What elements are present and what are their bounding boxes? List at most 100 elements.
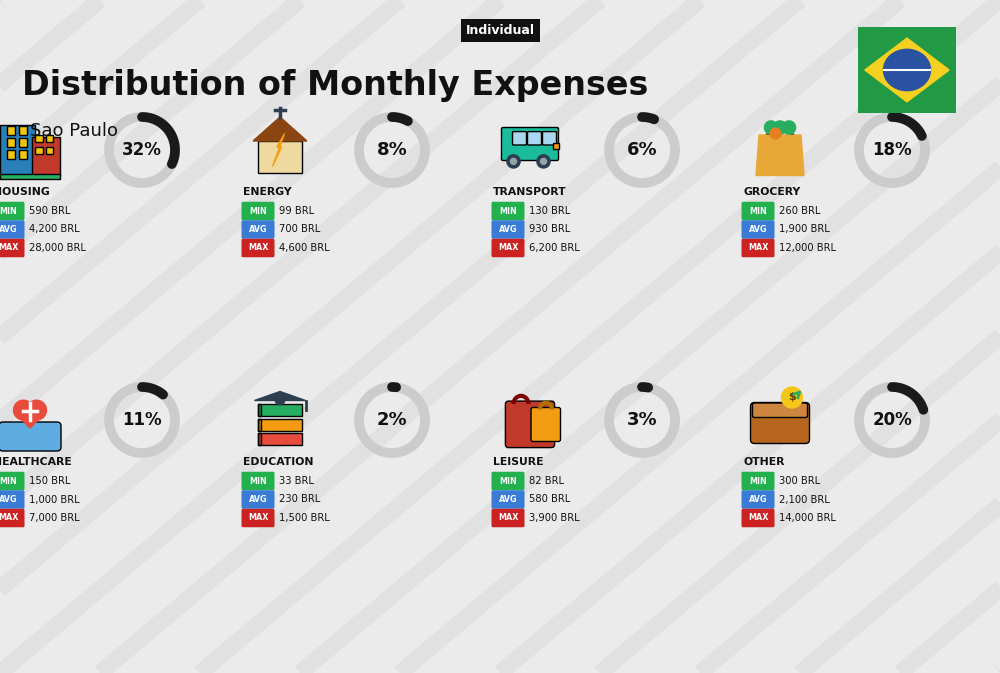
FancyBboxPatch shape	[742, 472, 775, 490]
FancyBboxPatch shape	[742, 202, 775, 220]
Text: 12,000 BRL: 12,000 BRL	[779, 243, 836, 253]
Text: Individual: Individual	[466, 24, 534, 36]
FancyBboxPatch shape	[742, 509, 775, 527]
Text: MIN: MIN	[749, 476, 767, 485]
Text: 99 BRL: 99 BRL	[279, 206, 314, 216]
Text: 3,900 BRL: 3,900 BRL	[529, 513, 580, 523]
Text: AVG: AVG	[749, 225, 767, 234]
Text: 2%: 2%	[377, 411, 407, 429]
FancyBboxPatch shape	[35, 135, 43, 142]
Text: 33 BRL: 33 BRL	[279, 476, 314, 486]
Text: MIN: MIN	[499, 207, 517, 215]
Text: HOUSING: HOUSING	[0, 187, 50, 197]
FancyBboxPatch shape	[0, 490, 24, 509]
FancyBboxPatch shape	[742, 490, 775, 509]
FancyBboxPatch shape	[0, 220, 24, 239]
Text: Sao Paulo: Sao Paulo	[30, 122, 118, 140]
Text: MAX: MAX	[248, 513, 268, 522]
FancyBboxPatch shape	[0, 239, 24, 257]
FancyBboxPatch shape	[258, 404, 302, 417]
Text: MAX: MAX	[748, 244, 768, 252]
FancyBboxPatch shape	[0, 125, 34, 176]
FancyBboxPatch shape	[241, 490, 274, 509]
Circle shape	[537, 155, 550, 168]
FancyBboxPatch shape	[492, 202, 524, 220]
FancyBboxPatch shape	[258, 419, 302, 431]
FancyBboxPatch shape	[19, 126, 27, 135]
FancyBboxPatch shape	[492, 220, 524, 239]
Polygon shape	[254, 392, 306, 400]
FancyBboxPatch shape	[32, 137, 60, 176]
FancyBboxPatch shape	[505, 401, 555, 448]
Circle shape	[540, 158, 546, 164]
Text: 14,000 BRL: 14,000 BRL	[779, 513, 836, 523]
FancyBboxPatch shape	[0, 509, 24, 527]
FancyBboxPatch shape	[19, 150, 27, 159]
FancyBboxPatch shape	[542, 132, 556, 145]
FancyBboxPatch shape	[46, 135, 53, 142]
Circle shape	[507, 155, 520, 168]
Text: MIN: MIN	[749, 207, 767, 215]
Circle shape	[770, 128, 781, 139]
FancyBboxPatch shape	[858, 27, 956, 113]
Text: 260 BRL: 260 BRL	[779, 206, 820, 216]
FancyBboxPatch shape	[19, 138, 27, 147]
Text: 11%: 11%	[122, 411, 162, 429]
Text: 1,500 BRL: 1,500 BRL	[279, 513, 330, 523]
FancyBboxPatch shape	[258, 433, 302, 445]
Text: 130 BRL: 130 BRL	[529, 206, 570, 216]
FancyBboxPatch shape	[531, 407, 560, 441]
Polygon shape	[865, 38, 949, 102]
FancyBboxPatch shape	[7, 138, 15, 147]
FancyBboxPatch shape	[241, 509, 274, 527]
Circle shape	[14, 400, 33, 420]
Text: MIN: MIN	[0, 207, 17, 215]
FancyBboxPatch shape	[742, 239, 775, 257]
FancyBboxPatch shape	[528, 132, 542, 145]
FancyBboxPatch shape	[241, 220, 274, 239]
FancyBboxPatch shape	[46, 147, 53, 154]
Text: AVG: AVG	[249, 225, 267, 234]
Polygon shape	[15, 413, 45, 428]
Text: TRANSPORT: TRANSPORT	[493, 187, 567, 197]
Text: 4,200 BRL: 4,200 BRL	[29, 225, 80, 234]
Text: 590 BRL: 590 BRL	[29, 206, 70, 216]
Text: MAX: MAX	[0, 513, 18, 522]
FancyBboxPatch shape	[553, 143, 559, 149]
Text: MIN: MIN	[249, 476, 267, 485]
Circle shape	[275, 395, 285, 404]
Text: 32%: 32%	[122, 141, 162, 159]
Text: 2,100 BRL: 2,100 BRL	[779, 495, 830, 505]
FancyBboxPatch shape	[512, 132, 526, 145]
Text: GROCERY: GROCERY	[743, 187, 800, 197]
Polygon shape	[253, 117, 307, 141]
Text: 930 BRL: 930 BRL	[529, 225, 570, 234]
FancyBboxPatch shape	[492, 239, 524, 257]
Text: 6,200 BRL: 6,200 BRL	[529, 243, 580, 253]
FancyBboxPatch shape	[501, 127, 558, 160]
FancyBboxPatch shape	[241, 202, 274, 220]
Text: MAX: MAX	[248, 244, 268, 252]
Polygon shape	[756, 135, 804, 176]
FancyBboxPatch shape	[258, 433, 261, 445]
Text: 18%: 18%	[872, 141, 912, 159]
Text: 1,000 BRL: 1,000 BRL	[29, 495, 80, 505]
Text: 28,000 BRL: 28,000 BRL	[29, 243, 86, 253]
Text: 580 BRL: 580 BRL	[529, 495, 570, 505]
FancyBboxPatch shape	[0, 174, 60, 178]
FancyBboxPatch shape	[258, 141, 302, 172]
FancyBboxPatch shape	[258, 404, 261, 417]
Text: OTHER: OTHER	[743, 457, 785, 467]
FancyBboxPatch shape	[7, 150, 15, 159]
FancyBboxPatch shape	[241, 472, 274, 490]
Text: ENERGY: ENERGY	[243, 187, 292, 197]
Circle shape	[27, 400, 46, 420]
Text: MIN: MIN	[0, 476, 17, 485]
Text: 82 BRL: 82 BRL	[529, 476, 564, 486]
Text: AVG: AVG	[499, 225, 517, 234]
Circle shape	[764, 121, 778, 134]
Text: 1,900 BRL: 1,900 BRL	[779, 225, 830, 234]
Text: 6%: 6%	[627, 141, 657, 159]
Text: MAX: MAX	[748, 513, 768, 522]
Text: 7,000 BRL: 7,000 BRL	[29, 513, 80, 523]
